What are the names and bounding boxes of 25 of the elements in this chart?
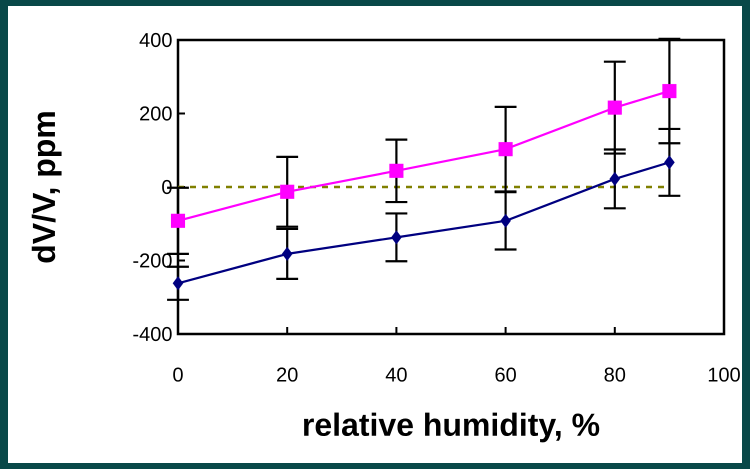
x-tick-label: 60	[496, 368, 516, 382]
x-tick-label: 20	[277, 368, 298, 382]
point	[282, 246, 293, 261]
y-tick-label: 200	[140, 106, 172, 121]
y-tick-label: 400	[140, 32, 172, 48]
point	[391, 230, 402, 244]
point	[500, 214, 511, 228]
y-tick-label: -200	[133, 253, 172, 268]
x-tick-label: 100	[708, 368, 740, 382]
x-axis-title: relative humidity, %	[304, 412, 600, 442]
y-tick-label: 0	[162, 180, 172, 194]
point	[662, 84, 676, 98]
point	[170, 214, 186, 228]
y-tick-label: -400	[133, 326, 172, 342]
point	[172, 276, 184, 290]
point	[609, 172, 620, 186]
x-tick-label: 40	[386, 368, 407, 382]
x-tick-label: 80	[604, 368, 626, 382]
y-axis-title: dV/V, ppm	[32, 112, 62, 262]
point	[389, 164, 404, 178]
point	[664, 155, 675, 170]
point	[608, 100, 622, 115]
point	[280, 184, 294, 199]
x-tick-label: 0	[173, 368, 183, 382]
point	[498, 142, 513, 156]
